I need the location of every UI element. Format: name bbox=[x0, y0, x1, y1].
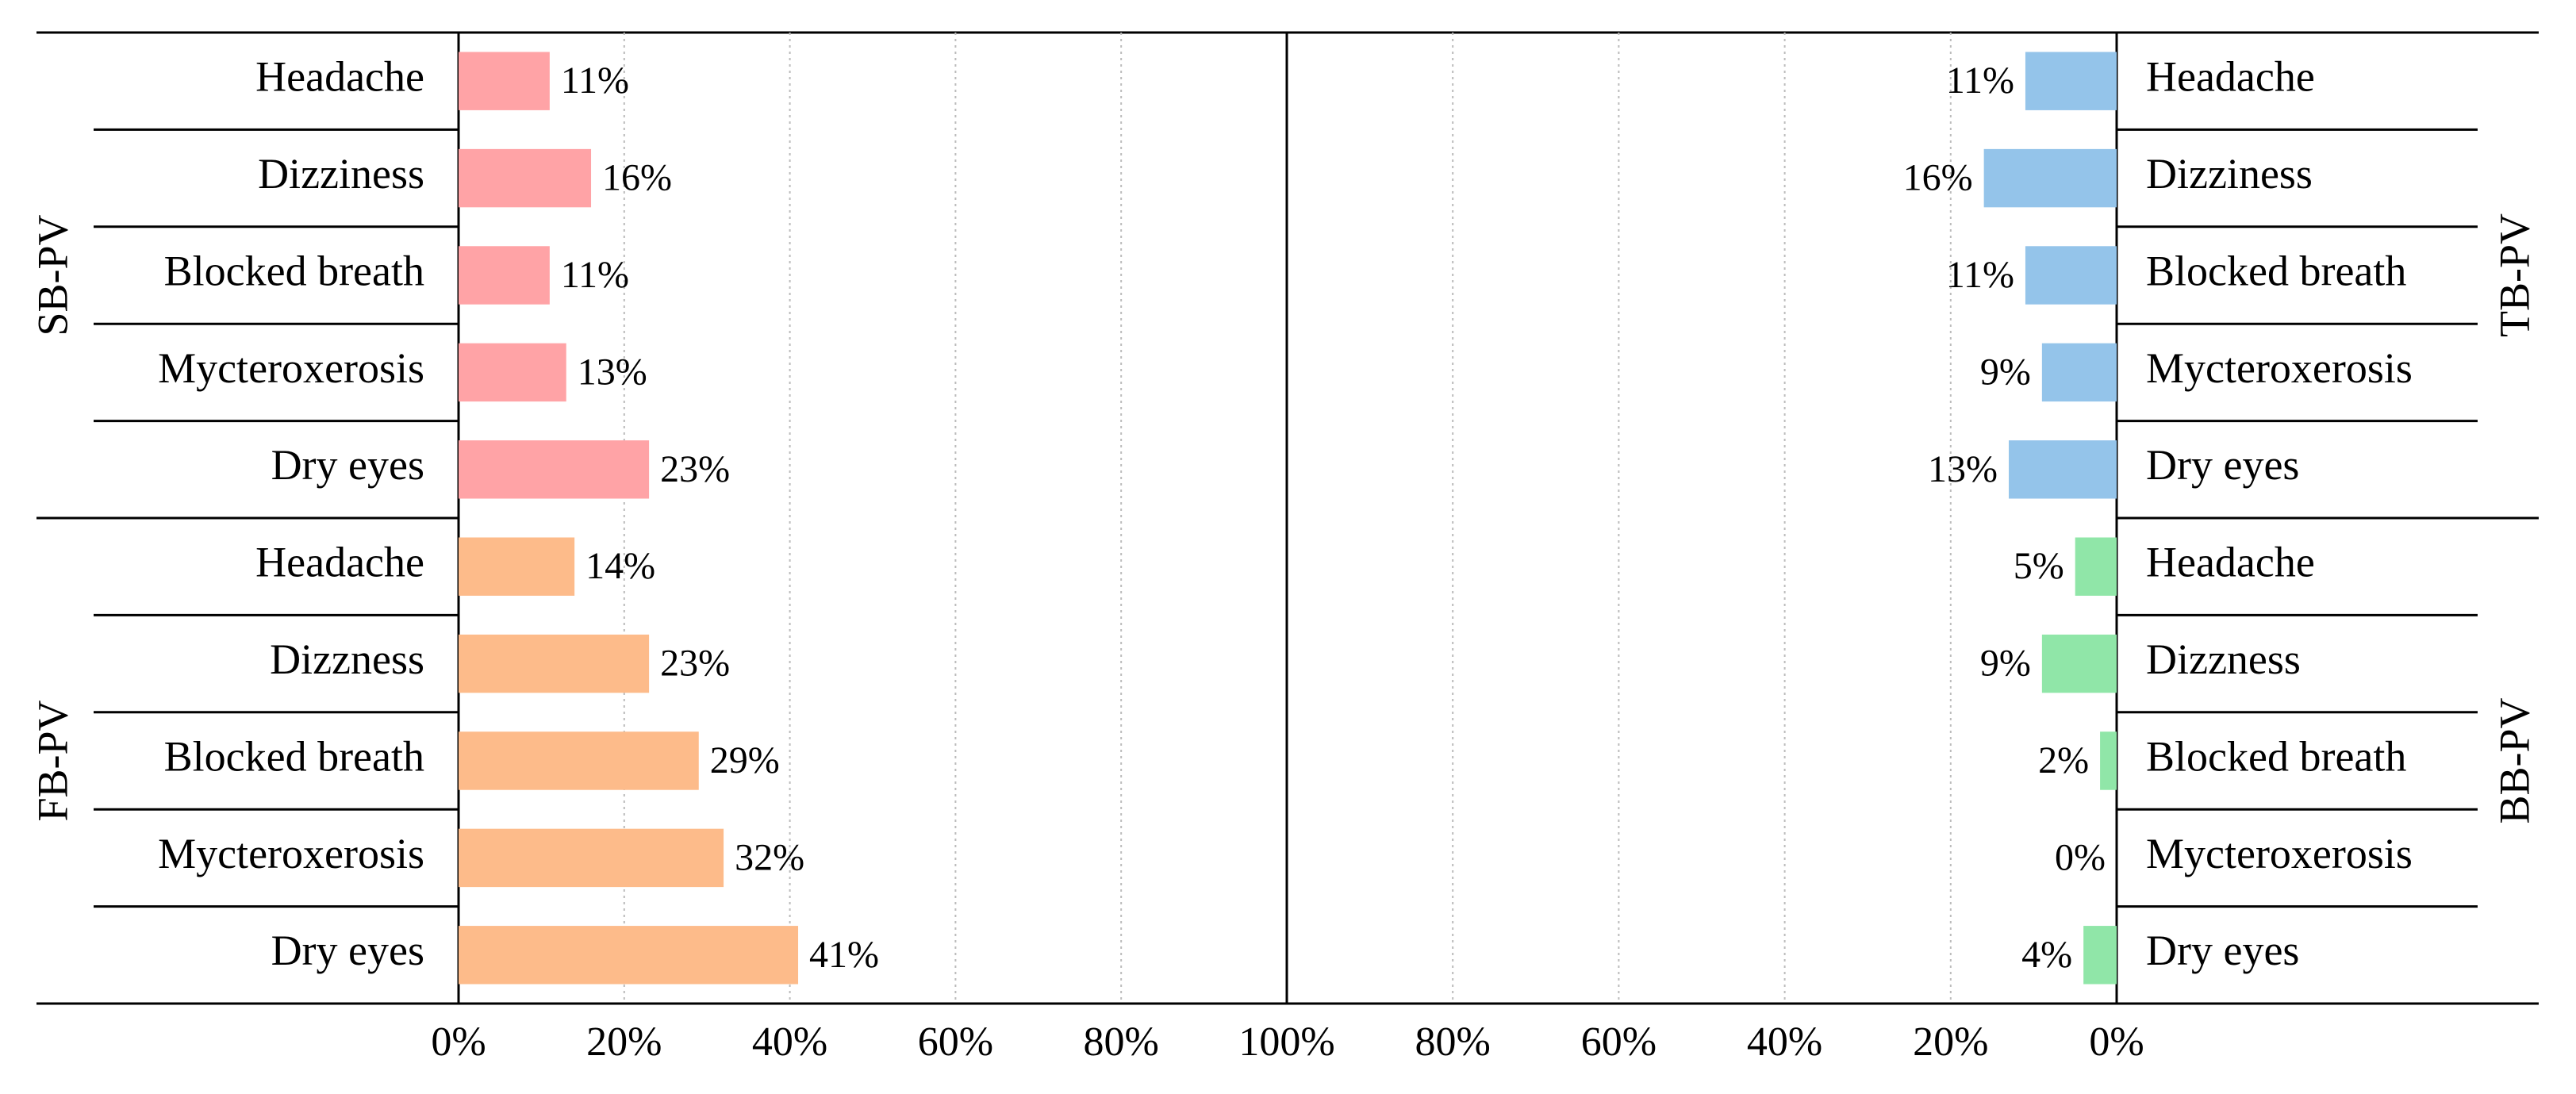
bar bbox=[459, 440, 650, 499]
category-label: Dizzness bbox=[2146, 635, 2301, 683]
bar bbox=[459, 52, 550, 110]
category-label: Dry eyes bbox=[271, 927, 424, 974]
category-label: Dry eyes bbox=[2146, 441, 2299, 489]
category-label: Dizziness bbox=[258, 150, 424, 198]
x-tick-label: 20% bbox=[1913, 1019, 1988, 1065]
category-label: Headache bbox=[2146, 53, 2315, 101]
bar bbox=[2041, 634, 2117, 693]
value-label: 13% bbox=[578, 351, 647, 393]
value-label: 13% bbox=[1928, 448, 1998, 490]
value-label: 11% bbox=[1946, 59, 2014, 102]
bar bbox=[459, 731, 699, 790]
value-label: 11% bbox=[561, 254, 629, 296]
value-label: 16% bbox=[602, 157, 672, 199]
category-label: Blocked breath bbox=[164, 732, 424, 780]
x-tick-label: 60% bbox=[918, 1019, 993, 1065]
value-label: 23% bbox=[660, 643, 730, 685]
bar bbox=[2075, 537, 2117, 596]
category-label: Dizziness bbox=[2146, 150, 2313, 198]
value-label: 11% bbox=[561, 59, 629, 102]
bar bbox=[459, 343, 566, 402]
x-tick-label: 0% bbox=[431, 1019, 486, 1065]
category-label: Dry eyes bbox=[2146, 927, 2299, 974]
bar bbox=[2100, 731, 2117, 790]
bar bbox=[1983, 148, 2117, 208]
x-tick-label: 0% bbox=[2089, 1019, 2144, 1065]
x-tick-label: 60% bbox=[1581, 1019, 1657, 1065]
group-label: BB-PV bbox=[2490, 697, 2538, 823]
value-label: 16% bbox=[1903, 157, 1973, 199]
bar bbox=[2041, 343, 2117, 402]
category-label: Mycteroxerosis bbox=[158, 344, 424, 392]
group-label: SB-PV bbox=[29, 214, 76, 336]
x-tick-label: 20% bbox=[586, 1019, 662, 1065]
group-label: TB-PV bbox=[2490, 213, 2538, 337]
value-label: 0% bbox=[2055, 836, 2106, 878]
category-label: Mycteroxerosis bbox=[158, 830, 424, 877]
x-tick-label: 80% bbox=[1084, 1019, 1159, 1065]
value-label: 4% bbox=[2021, 934, 2072, 976]
category-label: Mycteroxerosis bbox=[2146, 344, 2413, 392]
bar bbox=[459, 926, 799, 985]
bar bbox=[2009, 440, 2117, 499]
category-label: Headache bbox=[255, 539, 424, 586]
category-label: Headache bbox=[255, 53, 424, 101]
value-label: 2% bbox=[2038, 739, 2089, 781]
value-label: 9% bbox=[1980, 643, 2031, 685]
value-label: 14% bbox=[585, 545, 655, 587]
bar bbox=[2083, 926, 2117, 985]
x-tick-label: 40% bbox=[1747, 1019, 1822, 1065]
x-tick-label: 100% bbox=[1238, 1019, 1334, 1065]
category-label: Headache bbox=[2146, 539, 2315, 586]
category-label: Blocked breath bbox=[2146, 247, 2406, 294]
bar bbox=[459, 828, 724, 888]
category-label: Dizzness bbox=[270, 635, 424, 683]
bar bbox=[459, 148, 592, 208]
value-label: 9% bbox=[1980, 351, 2031, 393]
value-label: 29% bbox=[710, 739, 780, 781]
bar bbox=[2025, 52, 2117, 110]
category-label: Mycteroxerosis bbox=[2146, 830, 2413, 877]
x-tick-label: 40% bbox=[752, 1019, 827, 1065]
bar bbox=[2025, 246, 2117, 305]
value-label: 5% bbox=[2014, 545, 2064, 587]
value-label: 41% bbox=[809, 934, 879, 976]
value-label: 32% bbox=[735, 836, 804, 878]
value-label: 11% bbox=[1946, 254, 2014, 296]
x-tick-label: 80% bbox=[1415, 1019, 1491, 1065]
value-label: 23% bbox=[660, 448, 730, 490]
category-label: Dry eyes bbox=[271, 441, 424, 489]
bar bbox=[459, 634, 650, 693]
group-label: FB-PV bbox=[29, 700, 76, 821]
category-label: Blocked breath bbox=[164, 247, 424, 294]
bar bbox=[459, 246, 550, 305]
category-label: Blocked breath bbox=[2146, 732, 2406, 780]
bar bbox=[459, 537, 575, 596]
